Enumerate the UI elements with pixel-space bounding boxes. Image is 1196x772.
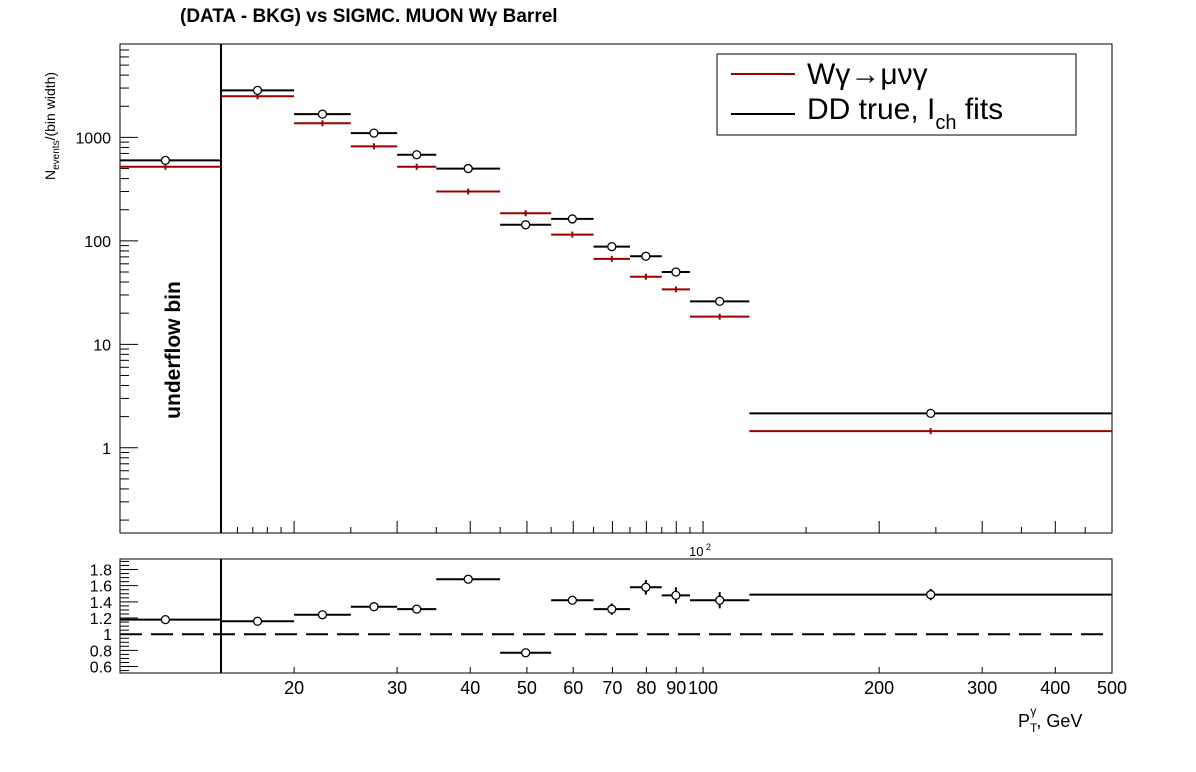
ratio-point-marker	[641, 582, 651, 592]
x-tick-label: 50	[517, 678, 537, 698]
y-tick-label: 1	[102, 441, 111, 458]
data-point-marker	[317, 109, 328, 119]
chart-title: (DATA - BKG) vs SIGMC. MUON Wγ Barrel	[180, 6, 558, 27]
ratio-y-tick-label: 1.4	[90, 595, 112, 612]
ratio-point-marker	[412, 604, 422, 614]
x-tick-label: 60	[563, 678, 583, 698]
data-point-marker	[567, 214, 578, 224]
ratio-y-tick-label: 1	[103, 627, 112, 644]
data-point-marker	[641, 251, 651, 261]
data-point-marker	[463, 163, 473, 174]
x-tick-label: 40	[460, 678, 480, 698]
ratio-point-marker	[369, 602, 379, 612]
ratio-point-marker	[607, 604, 617, 614]
ratio-point-marker	[160, 614, 171, 625]
x-axis-label: PTγ, GeV	[1018, 704, 1082, 735]
x-exponent-power: 2	[706, 542, 711, 552]
main-plot-frame	[119, 43, 1113, 534]
data-point-marker	[412, 150, 422, 160]
ratio-point-marker	[715, 595, 725, 605]
ratio-point-marker	[317, 610, 328, 620]
ratio-point-marker	[671, 590, 681, 601]
ratio-point-marker	[252, 616, 263, 626]
legend-box	[716, 53, 1077, 136]
y-tick-label: 100	[84, 234, 111, 251]
data-point-marker	[520, 220, 531, 230]
ratio-point-marker	[926, 589, 936, 600]
data-point-marker	[369, 128, 379, 138]
x-tick-label: 100	[688, 678, 718, 698]
ratio-point-marker	[520, 648, 531, 658]
y-tick-label: 10	[93, 337, 111, 354]
data-point-marker	[715, 296, 725, 307]
x-tick-label: 70	[602, 678, 622, 698]
data-point-marker	[671, 267, 681, 277]
ratio-y-tick-label: 0.8	[90, 643, 112, 660]
data-point-marker	[926, 408, 936, 419]
ratio-y-tick-label: 1.8	[90, 563, 112, 580]
x-tick-label: 90	[666, 678, 686, 698]
ratio-point-marker	[463, 574, 473, 584]
x-tick-label: 200	[864, 678, 894, 698]
legend-label-mc: Wγ→μνγ	[807, 58, 928, 91]
data-point-marker	[160, 155, 171, 166]
x-tick-label: 400	[1040, 678, 1070, 698]
data-point-marker	[607, 241, 617, 252]
underflow-annotation: underflow bin	[162, 281, 185, 419]
ratio-plot-frame	[119, 558, 1113, 674]
x-tick-label: 30	[387, 678, 407, 698]
x-exponent-label: 10	[689, 544, 703, 559]
legend-label-data: DD true, Ich fits	[807, 93, 1003, 134]
x-tick-label: 300	[967, 678, 997, 698]
ratio-y-tick-label: 1.6	[90, 579, 112, 596]
data-point-marker	[252, 85, 263, 96]
y-axis-label: Nevents/(bin width)	[42, 72, 62, 180]
ratio-y-tick-label: 1.2	[90, 611, 112, 628]
ratio-y-tick-label: 0.6	[90, 660, 112, 677]
x-tick-label: 20	[284, 678, 304, 698]
y-tick-label: 1000	[75, 130, 111, 147]
x-tick-label: 500	[1097, 678, 1127, 698]
ratio-point-marker	[567, 595, 578, 605]
x-tick-label: 80	[636, 678, 656, 698]
